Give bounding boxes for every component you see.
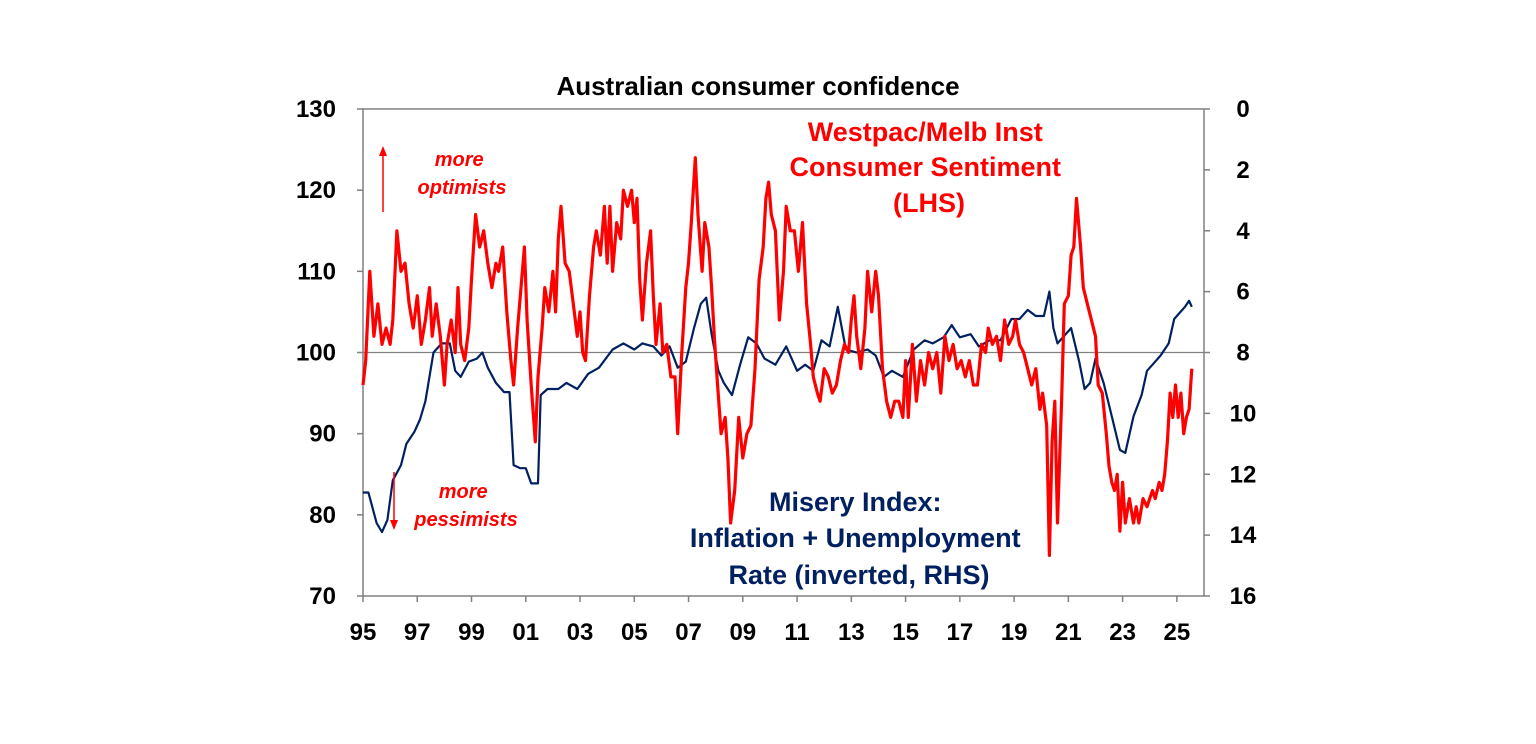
y-right-tick-label: 12 — [1230, 461, 1257, 488]
y-left-tick-label: 80 — [309, 502, 336, 529]
y-left-tick-label: 70 — [309, 583, 336, 610]
y-right-tick-label: 16 — [1230, 583, 1257, 610]
x-tick-label: 97 — [404, 619, 431, 646]
x-tick-label: 95 — [350, 619, 377, 646]
annotation-optimists: more optimists — [379, 146, 506, 212]
x-tick-label: 17 — [946, 619, 973, 646]
y-right-tick-label: 10 — [1230, 400, 1257, 427]
x-tick-label: 99 — [458, 619, 485, 646]
svg-text:more optimists: more optimists — [418, 149, 507, 199]
y-left-tick-label: 110 — [297, 258, 336, 285]
y-right-tick-label: 8 — [1236, 340, 1249, 367]
x-tick-label: 19 — [1001, 619, 1028, 646]
annotation-pessimists: more pessimists — [390, 472, 518, 531]
chart-title: Australian consumer confidence — [556, 71, 959, 101]
x-tick-label: 25 — [1164, 619, 1191, 646]
x-tick-label: 15 — [892, 619, 919, 646]
y-left-tick-label: 100 — [296, 340, 336, 367]
svg-text:more pessimists: more pessimists — [413, 481, 517, 531]
series-line-misery-index — [363, 290, 1193, 534]
x-tick-label: 23 — [1109, 619, 1136, 646]
y-left-axis: 70 80 90 100 110 120 130 — [296, 96, 363, 610]
x-tick-label: 07 — [675, 619, 702, 646]
y-right-tick-label: 14 — [1230, 522, 1257, 549]
x-tick-label: 03 — [567, 619, 594, 646]
y-left-tick-label: 90 — [309, 421, 336, 448]
series-line-consumer-sentiment — [361, 156, 1194, 557]
x-tick-label: 21 — [1055, 619, 1082, 646]
x-tick-label: 09 — [729, 619, 756, 646]
y-right-axis: 0 2 4 6 8 10 12 14 16 — [1204, 96, 1257, 610]
y-left-tick-label: 130 — [296, 96, 336, 123]
x-axis: 95 97 99 01 03 05 07 09 11 13 15 17 19 21 23 25 — [350, 596, 1191, 646]
y-left-tick-label: 120 — [296, 177, 336, 204]
x-tick-label: 11 — [784, 619, 809, 646]
y-right-tick-label: 4 — [1236, 218, 1250, 245]
up-arrowhead-icon — [379, 146, 387, 156]
y-right-tick-label: 6 — [1236, 279, 1249, 306]
down-arrowhead-icon — [390, 520, 398, 530]
x-tick-label: 05 — [621, 619, 648, 646]
sentiment-label: Westpac/Melb Inst Consumer Sentiment (LH… — [789, 117, 1068, 218]
x-tick-label: 13 — [838, 619, 865, 646]
y-right-tick-label: 0 — [1236, 96, 1249, 123]
x-tick-label: 01 — [512, 619, 539, 646]
y-right-tick-label: 2 — [1236, 157, 1249, 184]
misery-label: Misery Index: Inflation + Unemployment R… — [690, 487, 1028, 590]
